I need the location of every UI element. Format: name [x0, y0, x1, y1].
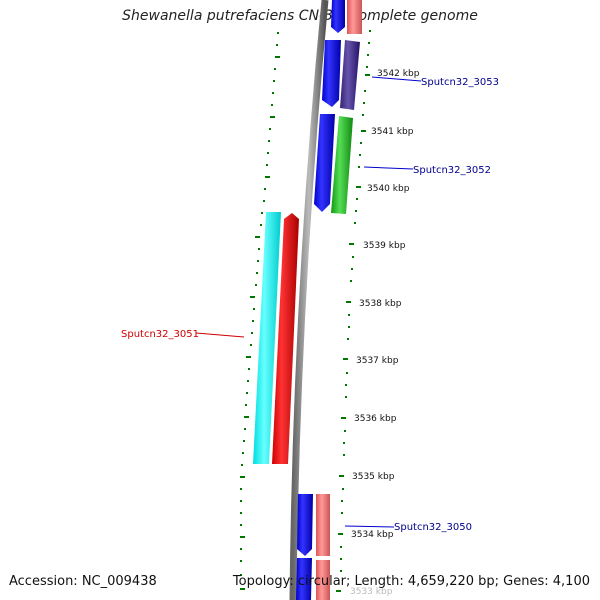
- kbp-tick-3539: 3539 kbp: [363, 241, 406, 251]
- forward-cds-bottom: [296, 558, 312, 600]
- left-dotted-ring: [240, 32, 280, 590]
- cds-sputcn32-3050: [297, 494, 313, 556]
- feature-3052-green: [331, 116, 353, 214]
- kbp-tick-3533: 3533 kbp: [350, 587, 393, 597]
- feature-3051-cyan: [253, 212, 281, 464]
- reverse-strand-feature-top: [347, 0, 362, 34]
- kbp-tick-3538: 3538 kbp: [359, 299, 402, 309]
- cds-sputcn32-3053: [322, 40, 341, 107]
- cds-sputcn32-3052: [314, 114, 335, 212]
- kbp-tick-3540: 3540 kbp: [367, 184, 410, 194]
- gene-label-3051[interactable]: Sputcn32_3051: [121, 329, 199, 340]
- leader-line-3053: [371, 76, 422, 82]
- map-title: Shewanella putrefaciens CN-32, complete …: [122, 8, 478, 24]
- kbp-tick-3534: 3534 kbp: [351, 530, 394, 540]
- feature-bottom-salmon: [316, 560, 330, 600]
- accession-text: Accession: NC_009438: [9, 574, 157, 589]
- kbp-tick-3541: 3541 kbp: [371, 127, 414, 137]
- genome-backbone: [289, 0, 329, 600]
- feature-3050-salmon: [316, 494, 330, 556]
- leader-line-3051: [195, 332, 245, 338]
- forward-cds-top: [331, 0, 345, 33]
- kbp-tick-3535: 3535 kbp: [352, 472, 395, 482]
- leader-line-3050: [344, 525, 395, 528]
- kbp-tick-3542: 3542 kbp: [377, 69, 420, 79]
- leader-line-3052: [363, 166, 414, 170]
- right-dotted-ring: [336, 30, 371, 592]
- feature-3053-purple: [340, 40, 360, 110]
- gene-label-3053[interactable]: Sputcn32_3053: [421, 77, 499, 88]
- cds-sputcn32-3051: [272, 213, 299, 464]
- kbp-tick-3537: 3537 kbp: [356, 356, 399, 366]
- kbp-tick-3536: 3536 kbp: [354, 414, 397, 424]
- topology-text: Topology: circular; Length: 4,659,220 bp…: [232, 574, 590, 589]
- gene-label-3052[interactable]: Sputcn32_3052: [413, 165, 491, 176]
- gene-label-3050[interactable]: Sputcn32_3050: [394, 522, 472, 533]
